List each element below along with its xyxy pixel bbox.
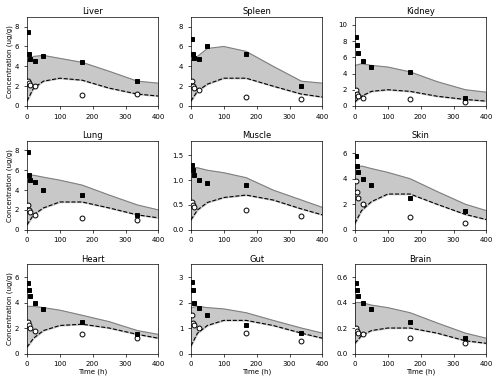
Title: Gut: Gut	[249, 254, 264, 264]
Title: Skin: Skin	[412, 131, 430, 140]
Y-axis label: Concentration (ug/g): Concentration (ug/g)	[7, 149, 14, 222]
Title: Spleen: Spleen	[242, 7, 271, 16]
Title: Heart: Heart	[81, 254, 104, 264]
Y-axis label: Concentration (ug/g): Concentration (ug/g)	[7, 25, 14, 98]
X-axis label: Time (h): Time (h)	[78, 369, 108, 375]
Title: Liver: Liver	[82, 7, 103, 16]
Y-axis label: Concentration (ug/g): Concentration (ug/g)	[7, 272, 14, 345]
Title: Brain: Brain	[410, 254, 432, 264]
X-axis label: Time (h): Time (h)	[242, 369, 272, 375]
Title: Kidney: Kidney	[406, 7, 435, 16]
Title: Muscle: Muscle	[242, 131, 272, 140]
Title: Lung: Lung	[82, 131, 103, 140]
X-axis label: Time (h): Time (h)	[406, 369, 436, 375]
